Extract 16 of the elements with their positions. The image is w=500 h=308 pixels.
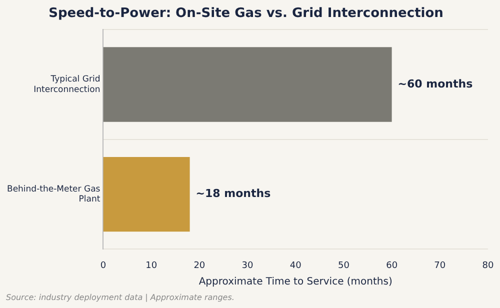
x-tick-label: 70 (434, 260, 446, 271)
x-tick-label: 60 (386, 260, 398, 271)
data-label: ~60 months (398, 77, 474, 90)
x-tick-label: 40 (290, 260, 302, 271)
x-axis-title: Approximate Time to Service (months) (198, 276, 392, 288)
source-note: Source: industry deployment data | Approximate ranges. (6, 293, 234, 302)
y-tick-label: Typical Grid Interconnection (34, 74, 100, 95)
x-tick-label: 10 (146, 260, 158, 271)
x-tick-label: 30 (242, 260, 254, 271)
y-tick-label: Behind-the-Meter Gas Plant (6, 184, 101, 205)
x-tick-label: 0 (100, 260, 106, 271)
data-label: ~18 months (196, 187, 272, 200)
x-tick-label: 50 (338, 260, 350, 271)
chart-title: Speed-to-Power: On-Site Gas vs. Grid Interconnection (48, 6, 444, 22)
x-tick-label: 80 (482, 260, 494, 271)
x-tick-label: 20 (194, 260, 206, 271)
